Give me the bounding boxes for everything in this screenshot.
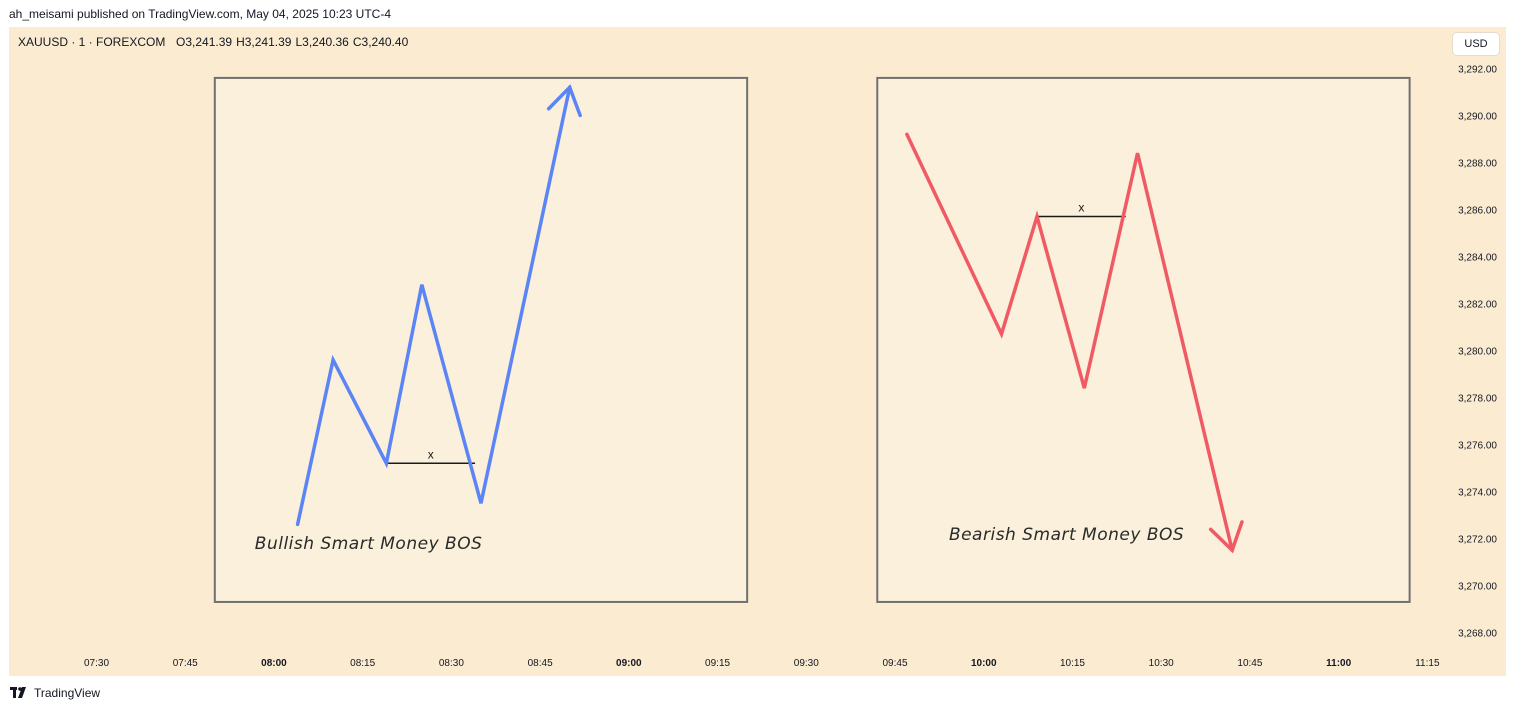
x-tick-label: 07:30 [84, 658, 109, 669]
x-tick-label: 11:00 [1326, 658, 1351, 669]
bearish-label: Bearish Smart Money BOS [949, 525, 1184, 545]
bullish-label: Bullish Smart Money BOS [255, 534, 483, 554]
currency-button[interactable]: USD [1453, 33, 1499, 55]
symbol-legend: XAUUSD · 1 · FOREXCOM O3,241.39 H3,241.39… [18, 35, 412, 49]
y-tick-label: 3,274.00 [1458, 488, 1497, 499]
x-tick-label: 10:30 [1149, 658, 1174, 669]
y-tick-label: 3,290.00 [1458, 112, 1497, 123]
tradingview-logo: TradingView [10, 686, 100, 700]
y-tick-label: 3,292.00 [1458, 65, 1497, 76]
x-tick-label: 08:15 [350, 658, 375, 669]
x-tick-label: 10:00 [971, 658, 997, 669]
publish-info: ah_meisami published on TradingView.com,… [9, 7, 391, 21]
x-tick-label: 09:15 [705, 658, 730, 669]
bearish-series-line [905, 132, 1234, 552]
x-tick-label: 08:00 [261, 658, 287, 669]
y-tick-label: 3,286.00 [1458, 206, 1497, 217]
x-tick-label: 09:30 [794, 658, 819, 669]
y-tick-label: 3,272.00 [1458, 535, 1497, 546]
x-tick-label: 08:45 [528, 658, 553, 669]
ohlc-low: L3,240.36 [295, 35, 349, 49]
tradingview-icon [10, 687, 26, 698]
bullish-series-line [295, 85, 572, 527]
symbol-name: XAUUSD · 1 · FOREXCOM [18, 35, 166, 49]
bos-marker: x [428, 447, 434, 461]
x-tick-label: 08:30 [439, 658, 464, 669]
y-tick-label: 3,282.00 [1458, 300, 1497, 311]
ohlc-close: C3,240.40 [352, 35, 409, 49]
x-tick-label: 10:15 [1060, 658, 1085, 669]
price-chart[interactable]: 3,292.00 3,290.00 3,288.00 3,286.00 3,284.00… [9, 27, 1506, 676]
bos-marker: x [1078, 201, 1084, 215]
x-tick-label: 11:15 [1415, 658, 1440, 669]
y-tick-label: 3,288.00 [1458, 159, 1497, 170]
y-tick-label: 3,280.00 [1458, 347, 1497, 358]
y-tick-label: 3,270.00 [1458, 582, 1497, 593]
bearish-arrowhead [1208, 520, 1244, 554]
y-tick-label: 3,284.00 [1458, 253, 1497, 264]
chart-area[interactable]: XAUUSD · 1 · FOREXCOM O3,241.39 H3,241.39… [9, 27, 1506, 676]
bullish-panel [213, 76, 749, 603]
x-tick-label: 09:00 [616, 658, 642, 669]
x-tick-label: 09:45 [883, 658, 908, 669]
ohlc-open: O3,241.39 [176, 35, 233, 49]
y-tick-label: 3,278.00 [1458, 394, 1497, 405]
y-tick-label: 3,276.00 [1458, 441, 1497, 452]
tradingview-wordmark: TradingView [34, 686, 101, 700]
bearish-panel [876, 76, 1411, 603]
ohlc-high: H3,241.39 [236, 35, 292, 49]
x-tick-label: 10:45 [1237, 658, 1262, 669]
y-tick-label: 3,268.00 [1458, 629, 1497, 640]
bullish-arrowhead [546, 84, 582, 118]
x-tick-label: 07:45 [173, 658, 198, 669]
